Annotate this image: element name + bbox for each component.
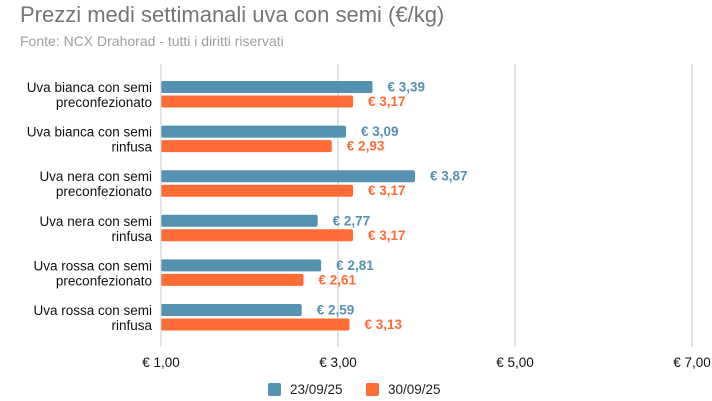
legend-label: 23/09/25 bbox=[290, 382, 343, 397]
bar-23-09-25 bbox=[161, 81, 373, 93]
category-label: rinfusa bbox=[111, 229, 152, 244]
bar-30-09-25 bbox=[161, 95, 354, 108]
legend-label: 30/09/25 bbox=[388, 382, 441, 397]
x-tick-label: € 1,00 bbox=[142, 355, 180, 370]
category-label: Uva rossa con semi bbox=[33, 258, 152, 273]
x-tick-label: € 5,00 bbox=[496, 355, 534, 370]
bar-23-09-25 bbox=[161, 125, 346, 138]
bar-23-09-25 bbox=[161, 259, 322, 272]
bar-30-09-25 bbox=[161, 273, 304, 286]
category-label: Uva rossa con semi bbox=[33, 303, 152, 318]
bar-23-09-25 bbox=[161, 214, 318, 227]
data-label: € 2,61 bbox=[318, 272, 356, 287]
data-label: € 3,17 bbox=[368, 94, 406, 109]
data-label: € 3,39 bbox=[388, 80, 426, 95]
bar-30-09-25 bbox=[161, 229, 354, 242]
x-tick-label: € 7,00 bbox=[673, 355, 711, 370]
data-label: € 2,59 bbox=[317, 303, 355, 318]
data-label: € 3,17 bbox=[368, 228, 406, 243]
data-label: € 3,87 bbox=[430, 169, 468, 184]
bar-23-09-25 bbox=[161, 170, 415, 183]
bar-30-09-25 bbox=[161, 184, 354, 197]
category-label: preconfezionato bbox=[56, 184, 152, 199]
data-label: € 3,13 bbox=[365, 317, 403, 332]
data-label: € 2,81 bbox=[336, 258, 374, 273]
category-label: Uva nera con semi bbox=[39, 169, 152, 184]
x-tick-label: € 3,00 bbox=[319, 355, 357, 370]
bar-30-09-25 bbox=[161, 140, 332, 153]
data-label: € 2,77 bbox=[333, 213, 371, 228]
bar-23-09-25 bbox=[161, 304, 302, 316]
category-label: rinfusa bbox=[111, 140, 152, 155]
category-label: Uva bianca con semi bbox=[27, 80, 152, 95]
legend-swatch bbox=[366, 383, 379, 396]
chart-subtitle: Fonte: NCX Drahorad - tutti i diritti ri… bbox=[20, 33, 284, 49]
legend-swatch bbox=[268, 383, 281, 396]
bar-30-09-25 bbox=[161, 318, 350, 331]
chart-title: Prezzi medi settimanali uva con semi (€/… bbox=[20, 2, 445, 27]
category-label: preconfezionato bbox=[56, 273, 152, 288]
category-label: Uva bianca con semi bbox=[27, 125, 152, 140]
data-label: € 3,09 bbox=[361, 124, 399, 139]
category-label: preconfezionato bbox=[56, 95, 152, 110]
category-label: Uva nera con semi bbox=[39, 214, 152, 229]
category-label: rinfusa bbox=[111, 318, 152, 333]
data-label: € 3,17 bbox=[368, 183, 406, 198]
data-label: € 2,93 bbox=[347, 139, 385, 154]
